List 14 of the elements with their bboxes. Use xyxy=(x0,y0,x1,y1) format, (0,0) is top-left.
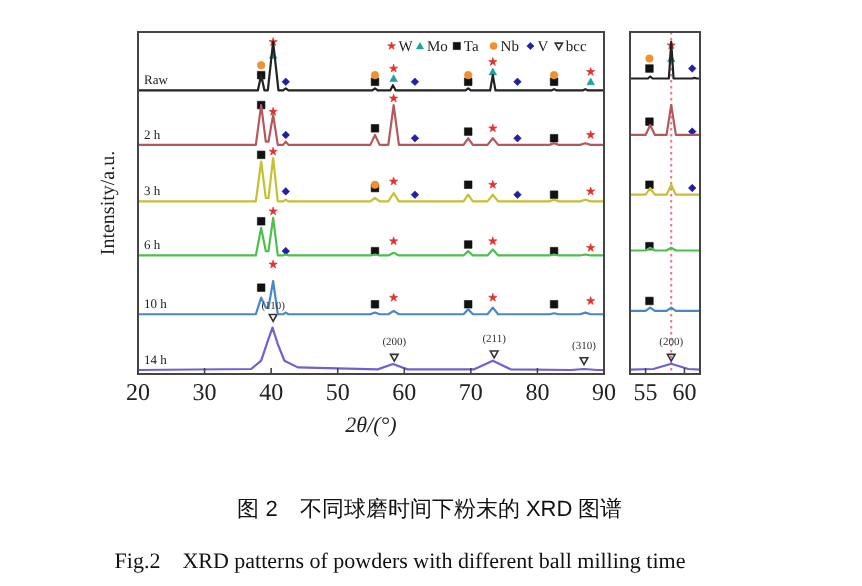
text: Fig.2 XRD patterns of powders with different ball milling time xyxy=(114,550,686,574)
x-tick-label: 70 xyxy=(458,378,483,406)
x-axis-title: 2θ/(°) xyxy=(345,414,398,438)
x-tick-label: 55 xyxy=(633,378,658,406)
x-tick-label: 60 xyxy=(392,378,417,406)
x-tick-label: 20 xyxy=(126,378,150,406)
text: 图 2 不同球磨时间下粉末的 XRD 图谱 xyxy=(237,496,623,522)
x-tick-label: 50 xyxy=(325,378,350,406)
y-axis-title: Intensity/a.u. xyxy=(98,150,120,256)
x-tick-label: 40 xyxy=(259,378,284,406)
x-tick-label: 80 xyxy=(525,378,550,406)
x-tick-label: 90 xyxy=(592,378,616,406)
x-tick-label: 60 xyxy=(672,378,697,406)
x-tick-label: 30 xyxy=(192,378,217,406)
